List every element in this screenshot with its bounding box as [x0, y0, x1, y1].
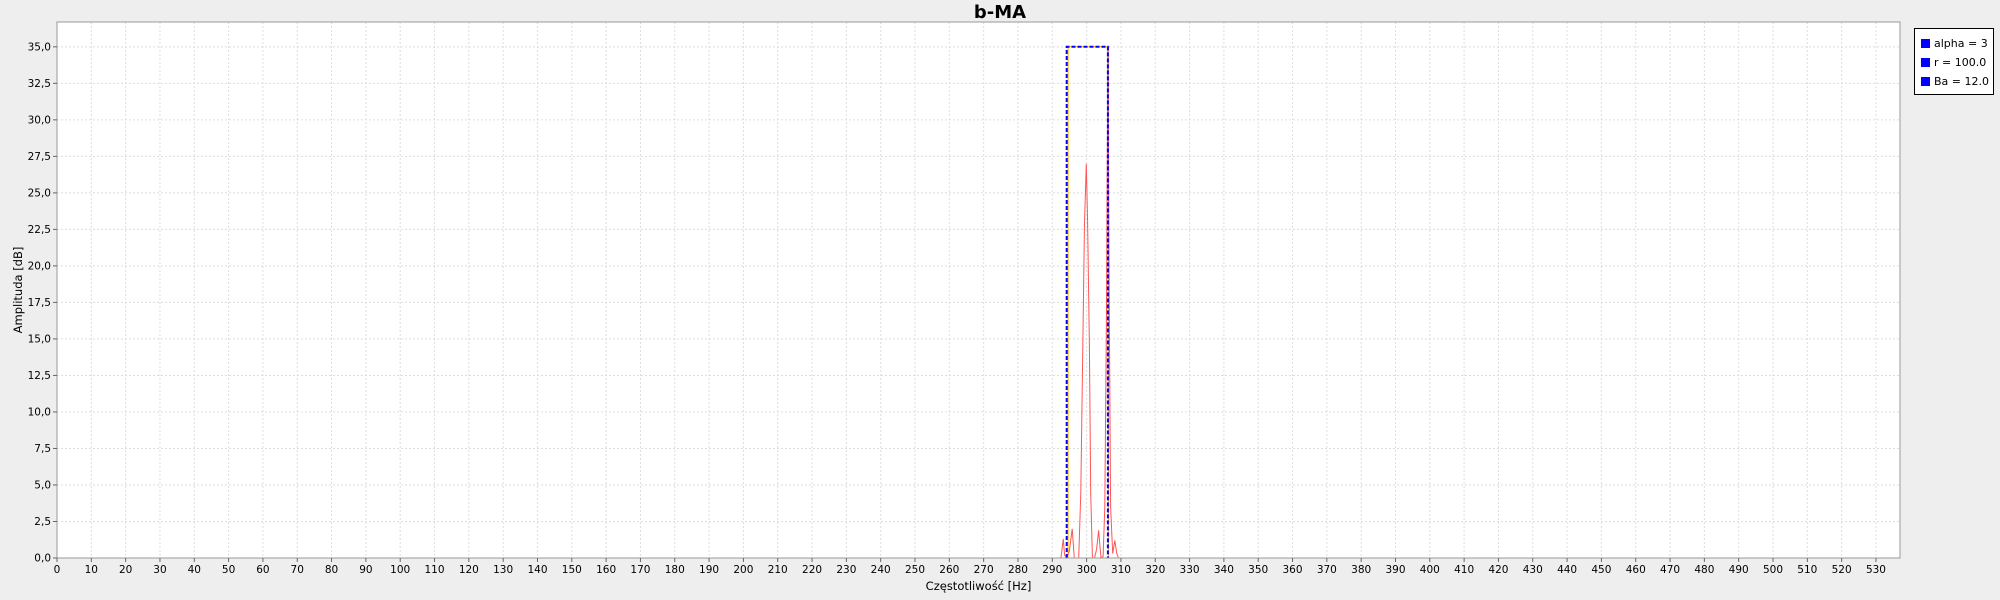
x-tick-label: 310: [1111, 564, 1131, 576]
x-tick-label: 70: [291, 564, 304, 576]
legend-item: r = 100.0: [1921, 53, 1993, 72]
x-tick-label: 260: [939, 564, 959, 576]
y-tick-label: 10,0: [28, 406, 51, 418]
x-tick-label: 510: [1797, 564, 1817, 576]
x-tick-label: 170: [630, 564, 650, 576]
x-tick-label: 290: [1042, 564, 1062, 576]
x-tick-label: 130: [493, 564, 513, 576]
x-tick-label: 40: [188, 564, 201, 576]
x-tick-label: 520: [1832, 564, 1852, 576]
x-tick-label: 300: [1077, 564, 1097, 576]
x-tick-label: 160: [596, 564, 616, 576]
x-tick-label: 360: [1283, 564, 1303, 576]
y-axis-label: Amplituda [dB]: [11, 247, 25, 334]
x-tick-label: 80: [325, 564, 338, 576]
x-tick-label: 210: [768, 564, 788, 576]
x-tick-label: 490: [1729, 564, 1749, 576]
plot-area: [57, 22, 1900, 558]
x-tick-label: 500: [1763, 564, 1783, 576]
x-tick-label: 220: [802, 564, 822, 576]
x-tick-label: 270: [974, 564, 994, 576]
series-line-0: [1060, 46, 1119, 560]
x-tick-label: 100: [390, 564, 410, 576]
series-line-2: [1067, 46, 1110, 558]
series-layer: [1060, 45, 1119, 560]
x-tick-label: 380: [1351, 564, 1371, 576]
x-tick-label: 460: [1626, 564, 1646, 576]
x-tick-label: 180: [665, 564, 685, 576]
y-axis: 0,0 2,5 5,0 7,5 10,0 12,5 15,0 17,5 20,0 22,5 25,0…: [28, 41, 57, 565]
x-tick-label: 530: [1866, 564, 1886, 576]
x-tick-label: 120: [459, 564, 479, 576]
x-tick-label: 400: [1420, 564, 1440, 576]
x-tick-label: 420: [1488, 564, 1508, 576]
x-tick-label: 190: [699, 564, 719, 576]
legend-swatch: [1921, 58, 1930, 67]
x-tick-label: 440: [1557, 564, 1577, 576]
legend-label: Ba = 12.0: [1934, 75, 1989, 88]
x-tick-label: 230: [836, 564, 856, 576]
legend-item: alpha = 3: [1921, 34, 1993, 53]
y-tick-label: 5,0: [34, 479, 51, 491]
legend: alpha = 3 r = 100.0 Ba = 12.0: [1914, 28, 1994, 95]
x-tick-label: 200: [733, 564, 753, 576]
y-tick-label: 25,0: [28, 187, 51, 199]
y-tick-label: 27,5: [28, 151, 51, 163]
legend-label: alpha = 3: [1934, 37, 1988, 50]
y-tick-label: 0,0: [34, 553, 51, 565]
x-tick-label: 140: [527, 564, 547, 576]
y-tick-label: 12,5: [28, 370, 51, 382]
grid: [57, 22, 1900, 558]
x-axis-label: Częstotliwość [Hz]: [926, 579, 1032, 593]
x-tick-label: 450: [1591, 564, 1611, 576]
y-tick-label: 32,5: [28, 78, 51, 90]
chart-title: b-MA: [973, 2, 1027, 23]
x-tick-label: 30: [153, 564, 166, 576]
x-tick-label: 330: [1180, 564, 1200, 576]
x-tick-label: 370: [1317, 564, 1337, 576]
x-tick-label: 470: [1660, 564, 1680, 576]
x-tick-label: 0: [54, 564, 61, 576]
x-tick-label: 20: [119, 564, 132, 576]
x-tick-label: 280: [1008, 564, 1028, 576]
plot-border: [56, 21, 1901, 559]
y-tick-label: 7,5: [34, 443, 51, 455]
x-tick-label: 50: [222, 564, 235, 576]
x-tick-label: 60: [256, 564, 269, 576]
x-tick-label: 340: [1214, 564, 1234, 576]
y-tick-label: 15,0: [28, 333, 51, 345]
y-tick-label: 17,5: [28, 297, 51, 309]
legend-label: r = 100.0: [1934, 56, 1987, 69]
x-tick-label: 410: [1454, 564, 1474, 576]
legend-swatch: [1921, 39, 1930, 48]
x-tick-label: 90: [359, 564, 372, 576]
x-tick-label: 240: [871, 564, 891, 576]
x-tick-label: 430: [1523, 564, 1543, 576]
y-tick-label: 22,5: [28, 224, 51, 236]
x-axis: 0 10 20 30 40 50 60 70 80 90 100 110 120 130 140 150 160…: [54, 558, 1886, 576]
x-tick-label: 10: [85, 564, 98, 576]
y-tick-label: 2,5: [34, 516, 51, 528]
y-tick-label: 20,0: [28, 260, 51, 272]
x-tick-label: 110: [424, 564, 444, 576]
series-line-1: [1065, 45, 1109, 558]
x-tick-label: 150: [562, 564, 582, 576]
legend-swatch: [1921, 77, 1930, 86]
y-tick-label: 35,0: [28, 41, 51, 53]
x-tick-label: 320: [1145, 564, 1165, 576]
x-tick-label: 250: [905, 564, 925, 576]
legend-item: Ba = 12.0: [1921, 72, 1993, 91]
x-tick-label: 350: [1248, 564, 1268, 576]
x-tick-label: 480: [1694, 564, 1714, 576]
x-tick-label: 390: [1385, 564, 1405, 576]
y-tick-label: 30,0: [28, 114, 51, 126]
